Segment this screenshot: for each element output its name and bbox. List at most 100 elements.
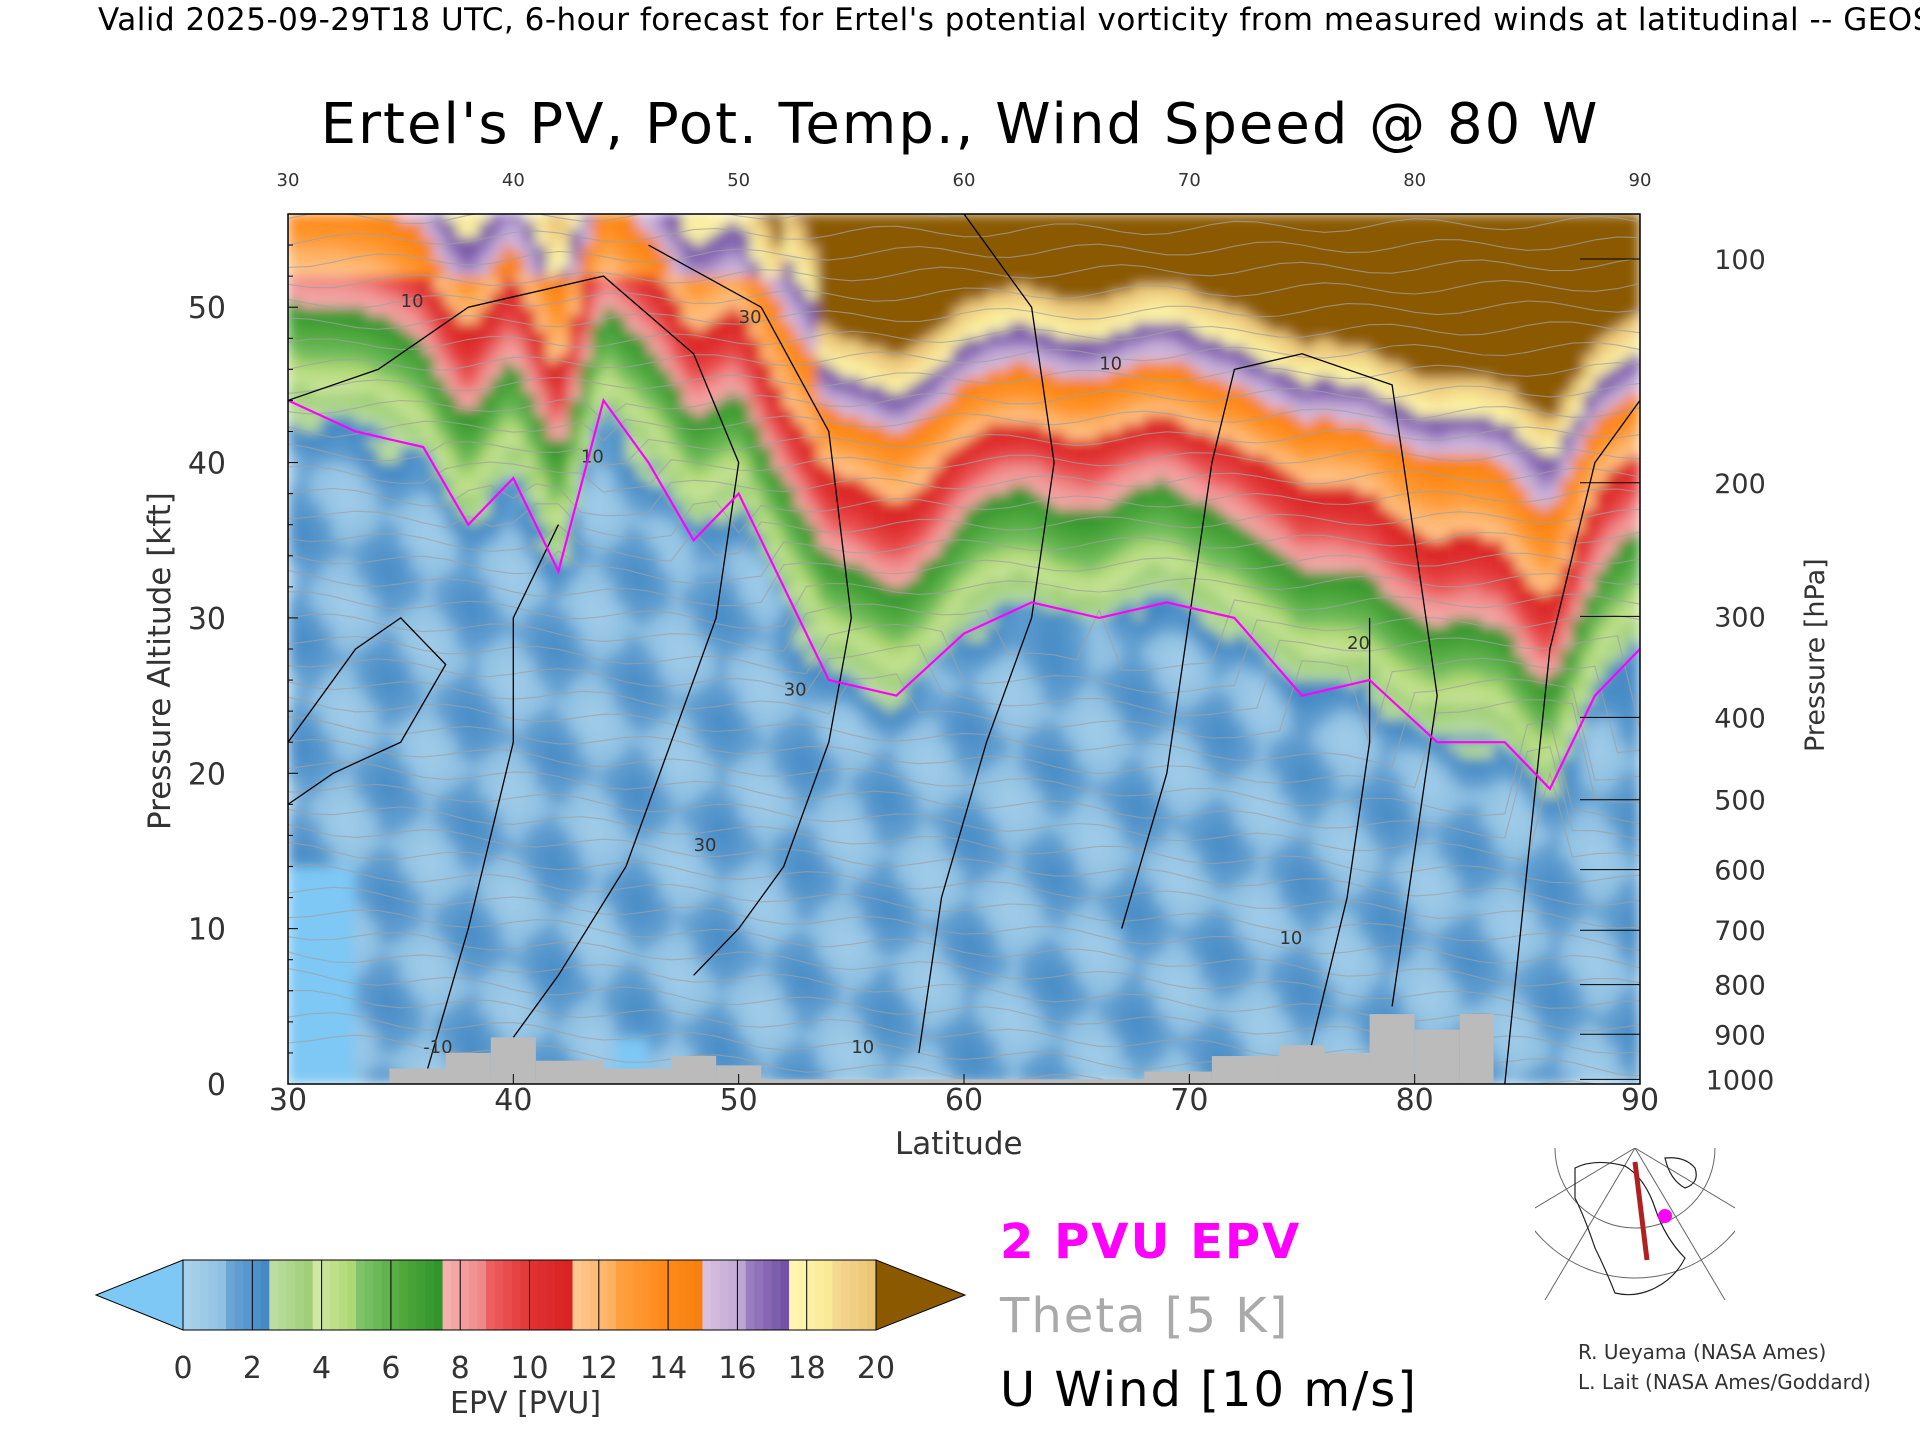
colorbar-cell bbox=[581, 1260, 591, 1330]
colorbar-cell bbox=[780, 1260, 790, 1330]
pressure-tick-label: 1000 bbox=[1706, 1065, 1775, 1096]
colorbar-cell bbox=[269, 1260, 279, 1330]
y-tick-label: 50 bbox=[188, 291, 226, 326]
colorbar-cell bbox=[494, 1260, 504, 1330]
wind-contour bbox=[422, 524, 559, 1084]
wind-contour-label: 10 bbox=[1099, 353, 1122, 374]
x-top-tick-label: 70 bbox=[1178, 170, 1201, 191]
colorbar-cell bbox=[226, 1260, 236, 1330]
terrain-block bbox=[1211, 1056, 1280, 1084]
colorbar-cell bbox=[615, 1260, 626, 1330]
colorbar-cell bbox=[425, 1260, 435, 1330]
colorbar-cell bbox=[546, 1260, 556, 1330]
wind-contour-label: -10 bbox=[423, 1037, 452, 1058]
legend-pvu-contour: 2 PVU EPV bbox=[1000, 1214, 1302, 1270]
wind-contour-label: 10 bbox=[1279, 928, 1302, 949]
pvu-2-contour bbox=[288, 397, 1640, 791]
y-axis-label: Pressure Altitude [kft] bbox=[142, 492, 178, 830]
colorbar-cell bbox=[338, 1260, 348, 1330]
colorbar-tick-label: 2 bbox=[243, 1351, 262, 1386]
theta-contour bbox=[288, 841, 1640, 929]
x-tick-label: 50 bbox=[720, 1083, 758, 1118]
theta-contour bbox=[288, 214, 1130, 225]
colorbar-cell bbox=[650, 1260, 660, 1330]
colorbar-cell bbox=[312, 1260, 322, 1330]
colorbar-label: EPV [PVU] bbox=[450, 1386, 602, 1421]
locator-map bbox=[1535, 1148, 1735, 1300]
colorbar-cell bbox=[633, 1260, 643, 1330]
colorbar-cell bbox=[745, 1260, 756, 1330]
x-top-tick-label: 30 bbox=[277, 170, 300, 191]
wind-contour-label: 30 bbox=[784, 680, 807, 701]
colorbar-cell bbox=[243, 1260, 253, 1330]
colorbar-cell bbox=[355, 1260, 366, 1330]
colorbar-tick-label: 18 bbox=[788, 1351, 826, 1386]
colorbar-cell bbox=[234, 1260, 244, 1330]
colorbar-cell bbox=[277, 1260, 288, 1330]
theta-contour bbox=[288, 236, 1640, 268]
theta-contour bbox=[288, 864, 1640, 951]
chart-title: Ertel's PV, Pot. Temp., Wind Speed @ 80 … bbox=[320, 92, 1600, 157]
colorbar-under-arrow bbox=[94, 1259, 184, 1331]
colorbar-cell bbox=[754, 1260, 764, 1330]
pressure-tick-label: 700 bbox=[1714, 916, 1766, 947]
colorbar-cell bbox=[208, 1260, 218, 1330]
x-tick-label: 40 bbox=[494, 1083, 532, 1118]
colorbar-cell bbox=[503, 1260, 513, 1330]
theta-contour bbox=[288, 770, 1640, 861]
colorbar-cell bbox=[589, 1260, 600, 1330]
colorbar-cell bbox=[459, 1260, 470, 1330]
terrain-block bbox=[389, 1068, 446, 1084]
terrain-block bbox=[1144, 1071, 1212, 1084]
pressure-tick-label: 300 bbox=[1714, 602, 1766, 633]
colorbar-cell bbox=[399, 1260, 409, 1330]
theta-contour bbox=[288, 257, 1640, 289]
colorbar-cell bbox=[416, 1260, 426, 1330]
colorbar-cell bbox=[433, 1260, 444, 1330]
colorbar-over-arrow bbox=[875, 1259, 967, 1331]
colorbar-cell bbox=[555, 1260, 565, 1330]
colorbar-cell bbox=[659, 1260, 669, 1330]
theta-contour bbox=[288, 446, 1640, 493]
x-top-tick-label: 50 bbox=[727, 170, 750, 191]
terrain-block bbox=[1459, 1014, 1494, 1084]
x-top-tick-label: 60 bbox=[953, 170, 976, 191]
colorbar-cell bbox=[217, 1260, 227, 1330]
pressure-tick-label: 200 bbox=[1714, 469, 1766, 500]
valid-time-header: Valid 2025-09-29T18 UTC, 6-hour forecast… bbox=[98, 2, 1920, 38]
theta-contour bbox=[288, 467, 1640, 517]
terrain-block bbox=[535, 1060, 604, 1084]
theta-contour bbox=[288, 362, 1640, 394]
colorbar-cell bbox=[252, 1260, 262, 1330]
colorbar-cell bbox=[815, 1260, 825, 1330]
colorbar-cell bbox=[737, 1260, 747, 1330]
colorbar-cell bbox=[693, 1260, 704, 1330]
colorbar-tick-label: 8 bbox=[451, 1351, 470, 1386]
wind-contour-label: 10 bbox=[851, 1037, 874, 1058]
colorbar-cell bbox=[390, 1260, 400, 1330]
colorbar-tick-label: 20 bbox=[857, 1351, 895, 1386]
colorbar-cell bbox=[832, 1260, 842, 1330]
legend-theta-contour: Theta [5 K] bbox=[1000, 1288, 1290, 1344]
theta-contour bbox=[288, 886, 1640, 969]
y-tick-label: 40 bbox=[188, 447, 226, 482]
pressure-tick-label: 900 bbox=[1714, 1020, 1766, 1051]
colorbar-cell bbox=[771, 1260, 782, 1330]
theta-contour bbox=[288, 745, 1640, 841]
theta-contour bbox=[288, 909, 1640, 987]
credit-line-2: L. Lait (NASA Ames/Goddard) bbox=[1578, 1370, 1871, 1394]
colorbar-cell bbox=[563, 1260, 574, 1330]
colorbar-cell bbox=[321, 1260, 331, 1330]
theta-contour bbox=[288, 573, 1640, 629]
colorbar-cell bbox=[468, 1260, 478, 1330]
wind-contour-label: 30 bbox=[739, 307, 762, 328]
theta-contour bbox=[288, 382, 1640, 423]
terrain-block bbox=[671, 1056, 717, 1084]
colorbar-cell bbox=[381, 1260, 392, 1330]
y-tick-label: 30 bbox=[188, 602, 226, 637]
colorbar-cell bbox=[286, 1260, 296, 1330]
wind-contour bbox=[288, 617, 447, 805]
colorbar-tick-label: 12 bbox=[580, 1351, 618, 1386]
theta-contour bbox=[288, 488, 1640, 539]
